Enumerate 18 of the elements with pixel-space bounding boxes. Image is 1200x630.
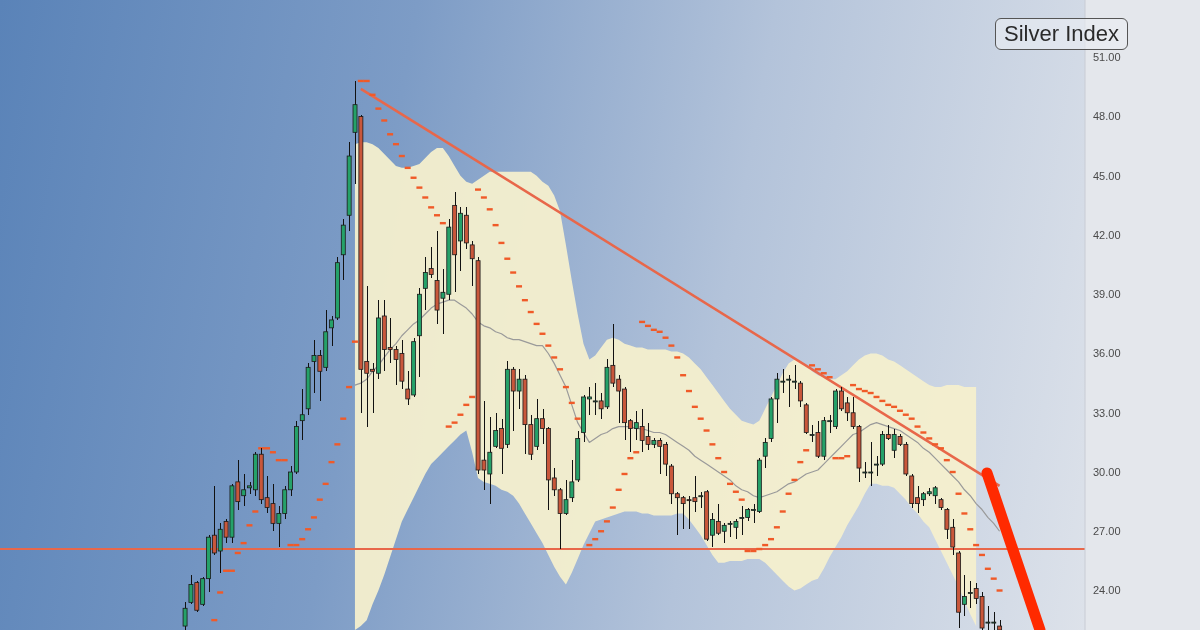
candlestick [329,315,334,347]
candlestick [762,437,768,469]
y-tick-label: 51.00 [1093,51,1121,64]
candlestick [182,601,188,630]
text: Silver Index [995,18,1128,50]
candlestick [299,388,305,442]
y-tick-label: 30.00 [1093,465,1121,478]
y-tick-label: 24.00 [1093,584,1121,597]
candlestick [786,374,792,408]
y-tick-label: 36.00 [1093,347,1121,360]
y-tick-label: 45.00 [1093,169,1121,182]
candlestick [569,459,575,503]
y-tick-label: 42.00 [1093,228,1121,241]
y-tick-label: 27.00 [1093,525,1121,538]
candlestick [469,240,475,288]
y-tick-label: 48.00 [1093,110,1121,123]
y-tick-label: 33.00 [1093,406,1121,419]
y-tick-label: 39.00 [1093,288,1121,301]
